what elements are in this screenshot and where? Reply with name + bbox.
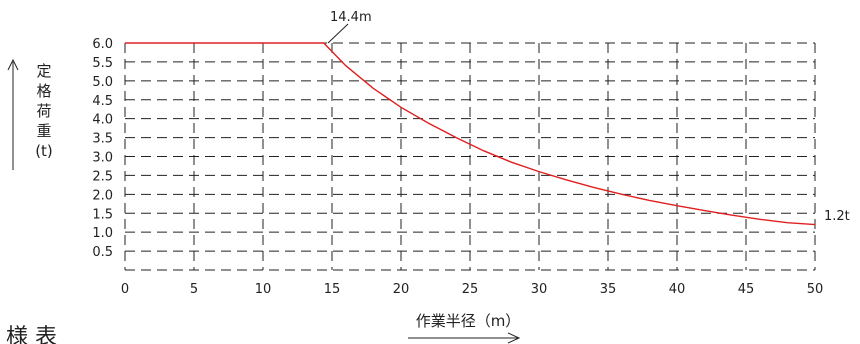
y-tick-label: 0.5 — [92, 245, 113, 260]
peak-radius-label: 14.4m — [330, 10, 372, 25]
series-layer — [125, 42, 816, 226]
y-tick-label: 3.5 — [92, 132, 113, 147]
annotations: 14.4m 1.2t — [327, 10, 850, 224]
y-tick-label: 5.5 — [92, 56, 113, 71]
x-tick-label: 15 — [324, 282, 341, 297]
y-axis-label-char: 格 — [36, 82, 51, 100]
x-tick-label: 0 — [121, 282, 129, 297]
grid — [124, 42, 816, 271]
y-tick-label: 6.0 — [92, 37, 113, 52]
y-tick-label: 5.0 — [92, 75, 113, 90]
y-axis-label-char: 荷 — [36, 102, 51, 120]
y-axis-ticks: 0.5 1.0 1.5 2.0 2.5 3.0 3.5 4.0 4.5 5.0 5.5 6.0 — [92, 37, 113, 260]
x-axis-arrow-head — [507, 332, 521, 344]
load-curve-line — [125, 42, 816, 226]
x-tick-label: 20 — [393, 282, 410, 297]
y-tick-label: 2.0 — [92, 188, 113, 203]
x-tick-label: 45 — [738, 282, 755, 297]
x-axis-label: 作業半径（m） — [408, 312, 521, 344]
y-tick-label: 4.5 — [92, 94, 113, 109]
y-axis-label-char: 重 — [36, 122, 51, 140]
x-tick-label: 35 — [600, 282, 617, 297]
end-load-label: 1.2t — [824, 209, 850, 224]
x-tick-label: 25 — [462, 282, 479, 297]
peak-leader-line — [327, 23, 349, 44]
x-axis-ticks: 0 5 10 15 20 25 30 35 40 45 50 — [121, 282, 823, 297]
y-axis-arrow-head — [7, 58, 19, 71]
x-tick-label: 5 — [190, 282, 198, 297]
y-tick-label: 4.0 — [92, 113, 113, 128]
y-tick-label: 3.0 — [92, 151, 113, 166]
y-tick-label: 1.5 — [92, 207, 113, 222]
y-tick-label: 1.0 — [92, 226, 113, 241]
y-tick-label: 2.5 — [92, 169, 113, 184]
x-tick-label: 50 — [807, 282, 824, 297]
x-tick-label: 40 — [669, 282, 686, 297]
y-axis-label-char: (t) — [35, 142, 53, 160]
x-axis-title: 作業半径（m） — [416, 312, 521, 330]
footer-partial-text: 様 表 — [6, 325, 57, 344]
y-axis-label-char: 定 — [36, 62, 51, 80]
x-tick-label: 30 — [531, 282, 548, 297]
x-tick-label: 10 — [255, 282, 272, 297]
